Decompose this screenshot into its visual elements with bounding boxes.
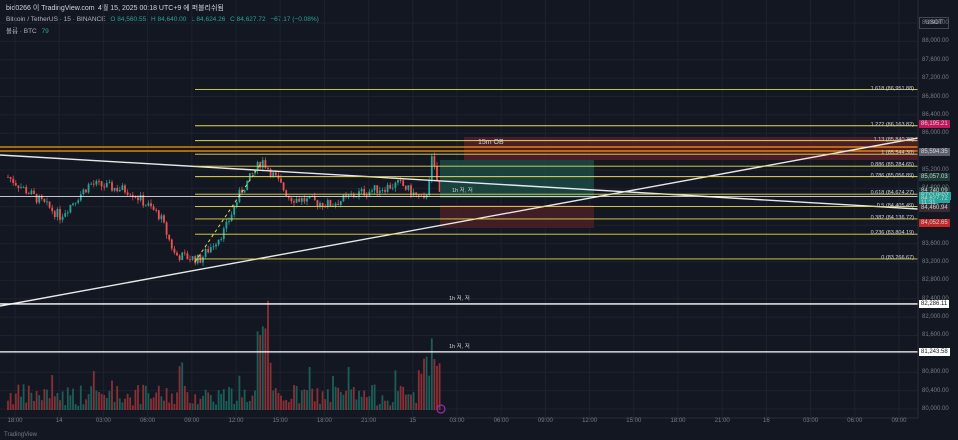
time-tick: 03:00 <box>449 418 465 424</box>
price-tick: 87,600.00 <box>922 56 949 63</box>
price-badge: 82,286.11 <box>919 299 950 308</box>
fib-label: 0.5 (84,405.49) <box>876 202 914 209</box>
time-tick: 06:00 <box>140 418 156 424</box>
price-tick: 80,800.00 <box>922 369 949 376</box>
time-tick: 18:00 <box>7 418 23 424</box>
time-tick: 03:00 <box>95 418 111 424</box>
change-value: −67.17 (−0.08%) <box>270 16 319 23</box>
level-label: 1h 저, 저 <box>449 295 470 302</box>
price-tick: 88,400.00 <box>922 20 949 26</box>
tradingview-logo: TradingView <box>4 432 38 438</box>
price-tick: 82,800.00 <box>922 277 949 284</box>
price-tick: 81,600.00 <box>922 332 949 339</box>
time-tick: 06:00 <box>847 418 863 424</box>
price-tick: 82,400.00 <box>922 295 949 302</box>
fib-label: 0 (83,266.67) <box>881 254 914 261</box>
fib-label: 0.236 (83,804.19) <box>870 230 914 237</box>
volume-value: 79 <box>41 28 49 35</box>
price-tick: 86,800.00 <box>922 93 949 100</box>
time-tick: 16 <box>763 418 770 424</box>
price-tick: 86,400.00 <box>922 111 949 118</box>
fib-label: 0.618 (84,674.27) <box>870 190 914 197</box>
chart-legend: Bitcoin / TetherUS · 15 · BINANCE O 84,5… <box>6 16 322 35</box>
time-tick: 21:00 <box>714 418 730 424</box>
price-tick: 85,200.00 <box>922 167 949 174</box>
fib-label: 1.618 (86,951.88) <box>870 85 914 92</box>
open-value: O 84,560.55 <box>110 16 147 23</box>
time-tick: 15 <box>409 418 417 424</box>
price-tick: 80,400.00 <box>922 387 949 394</box>
low-value: L 84,624.26 <box>191 16 226 23</box>
descending-trendline <box>0 154 919 210</box>
time-tick: 14 <box>55 418 63 424</box>
volume-label[interactable]: 볼륨 · BTC <box>6 28 37 35</box>
time-tick: 12:00 <box>582 418 598 424</box>
price-tick: 80,000.00 <box>922 406 949 412</box>
currency-button[interactable]: USDT <box>919 17 949 29</box>
price-tick: 83,600.00 <box>922 240 949 247</box>
price-badge: 85,057.03 <box>919 172 950 181</box>
horizontal-levels <box>0 195 918 353</box>
price-tick: 83,200.00 <box>922 258 949 265</box>
price-badge: 84,052.65 <box>919 218 950 227</box>
time-tick: 18:00 <box>316 418 332 424</box>
price-badge: 84,460.94 <box>919 203 950 212</box>
level-label: 1h 저, 저 <box>449 343 470 350</box>
price-badge: 11:31 <box>919 199 938 208</box>
fib-label: 0.786 (85,056.89) <box>870 172 914 179</box>
time-tick: 09:00 <box>537 418 553 424</box>
price-tick: 86,000.00 <box>922 130 949 137</box>
price-tick: 88,000.00 <box>922 38 949 45</box>
price-badge: 81,243.58 <box>919 347 950 356</box>
candlesticks <box>7 152 441 267</box>
fib-lines <box>195 89 918 260</box>
fib-label: 1 (85,544.30) <box>881 150 914 157</box>
time-tick: 18:00 <box>670 418 686 424</box>
price-tick: 82,000.00 <box>922 314 949 321</box>
time-tick: 09:00 <box>891 418 907 424</box>
close-value: C 84,627.72 <box>230 16 266 23</box>
replay-icon <box>436 404 446 414</box>
time-tick: 09:00 <box>184 418 200 424</box>
top-info-bar: bid0266 이 TradingView.com 4월 15, 2025 00… <box>0 0 958 14</box>
price-badge: 85,594.35 <box>919 147 950 156</box>
fib-label: 0.382 (84,136.72) <box>870 214 914 221</box>
ob-zone-label: 15m OB <box>478 139 504 146</box>
time-tick: 03:00 <box>803 418 819 424</box>
time-tick: 21:00 <box>361 418 377 424</box>
time-tick: 15:00 <box>626 418 642 424</box>
long-stop-zone <box>440 205 594 228</box>
fib-label: 1.272 (86,163.82) <box>870 121 914 128</box>
price-badge: 86,195.21 <box>919 120 950 129</box>
price-tick: 87,200.00 <box>922 75 949 82</box>
publish-datetime: 4월 15, 2025 00:18 UTC+9 에 퍼블리쉬됨 <box>98 5 224 12</box>
symbol-name[interactable]: Bitcoin / TetherUS · 15 · BINANCE <box>6 16 106 23</box>
fib-label: 0.886 (85,284.65) <box>870 162 914 169</box>
author-text: bid0266 이 TradingView.com <box>6 5 95 12</box>
high-value: H 84,640.00 <box>151 16 187 23</box>
time-tick: 15:00 <box>272 418 288 424</box>
time-tick: 06:00 <box>493 418 509 424</box>
level-label: 1h 저, 저 <box>452 188 473 195</box>
fib-label: 1.13 (85,840.39) <box>873 136 914 143</box>
time-tick: 12:00 <box>228 418 244 424</box>
volume-bars <box>7 300 441 410</box>
dashed-trend <box>194 161 263 263</box>
